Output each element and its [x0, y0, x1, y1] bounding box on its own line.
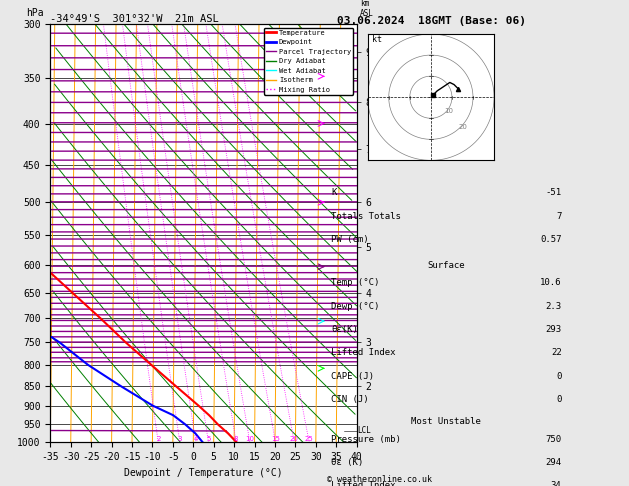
Text: CAPE (J): CAPE (J) — [331, 372, 374, 381]
Text: 15: 15 — [271, 436, 280, 442]
Text: 10: 10 — [445, 108, 454, 114]
Text: -34°49'S  301°32'W  21m ASL: -34°49'S 301°32'W 21m ASL — [50, 14, 219, 23]
Text: PW (cm): PW (cm) — [331, 235, 369, 244]
Text: hPa: hPa — [26, 8, 43, 18]
Text: 3: 3 — [177, 436, 182, 442]
Text: Totals Totals: Totals Totals — [331, 212, 401, 221]
Text: © weatheronline.co.uk: © weatheronline.co.uk — [327, 474, 432, 484]
Text: 10.6: 10.6 — [540, 278, 562, 287]
Text: 750: 750 — [545, 434, 562, 444]
Text: 8: 8 — [234, 436, 238, 442]
Text: 20: 20 — [459, 124, 467, 130]
Text: LCL: LCL — [357, 427, 371, 435]
Text: θε (K): θε (K) — [331, 458, 364, 467]
Text: 293: 293 — [545, 325, 562, 334]
Legend: Temperature, Dewpoint, Parcel Trajectory, Dry Adiabat, Wet Adiabat, Isotherm, Mi: Temperature, Dewpoint, Parcel Trajectory… — [264, 28, 353, 95]
Text: kt: kt — [372, 35, 382, 44]
Text: 294: 294 — [545, 458, 562, 467]
Text: 2.3: 2.3 — [545, 302, 562, 311]
Text: Lifted Index: Lifted Index — [331, 481, 396, 486]
Text: 7: 7 — [556, 212, 562, 221]
Text: 22: 22 — [551, 348, 562, 357]
Text: Lifted Index: Lifted Index — [331, 348, 396, 357]
Text: 5: 5 — [206, 436, 211, 442]
Text: Pressure (mb): Pressure (mb) — [331, 434, 401, 444]
X-axis label: Dewpoint / Temperature (°C): Dewpoint / Temperature (°C) — [124, 468, 283, 478]
Text: 0: 0 — [556, 395, 562, 404]
Text: K: K — [331, 189, 337, 197]
Text: 4: 4 — [194, 436, 198, 442]
Text: θε(K): θε(K) — [331, 325, 358, 334]
Text: Surface: Surface — [428, 261, 465, 270]
Text: 2: 2 — [156, 436, 160, 442]
Text: 0: 0 — [556, 372, 562, 381]
Text: Temp (°C): Temp (°C) — [331, 278, 380, 287]
Text: 10: 10 — [245, 436, 254, 442]
Text: km
ASL: km ASL — [360, 0, 374, 18]
Text: 34: 34 — [551, 481, 562, 486]
Text: -51: -51 — [545, 189, 562, 197]
Text: 03.06.2024  18GMT (Base: 06): 03.06.2024 18GMT (Base: 06) — [337, 16, 525, 26]
Text: 20: 20 — [290, 436, 299, 442]
Text: CIN (J): CIN (J) — [331, 395, 369, 404]
Text: Dewp (°C): Dewp (°C) — [331, 302, 380, 311]
Text: 25: 25 — [305, 436, 313, 442]
Text: Most Unstable: Most Unstable — [411, 417, 481, 426]
Text: 0.57: 0.57 — [540, 235, 562, 244]
